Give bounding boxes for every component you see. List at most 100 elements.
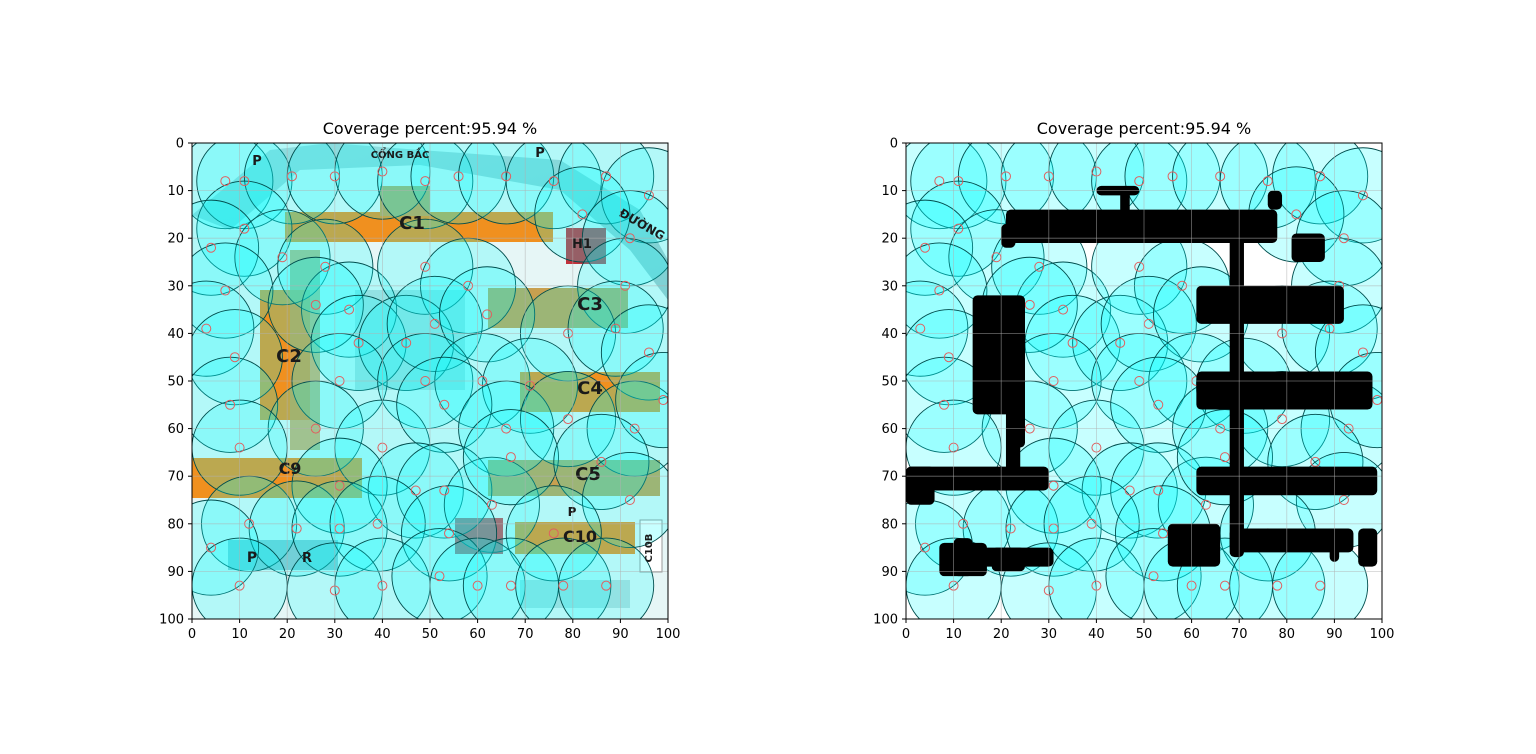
x-tick-label: 40 (374, 627, 391, 642)
obstacle-block (1205, 228, 1235, 243)
x-tick-label: 90 (1326, 627, 1343, 642)
sensor-center-marker (486, 499, 497, 510)
sensor-center-marker (1215, 171, 1226, 182)
y-tick-label: 40 (167, 327, 184, 342)
obstacle-block (1291, 233, 1325, 262)
sensor-center-marker (548, 528, 559, 539)
left-grid (191, 142, 669, 620)
sensor-center-marker (577, 209, 588, 220)
sensor-center-marker (206, 542, 217, 553)
obstacle-block (1267, 190, 1283, 210)
obstacle-block (1167, 523, 1221, 567)
right-coverage-plot: Coverage percent:95.94 % 0 10 20 30 40 50 60 70… (873, 119, 1394, 643)
x-tick-label: 20 (993, 627, 1010, 642)
map-label: C9 (279, 459, 302, 478)
x-tick-label: 90 (612, 627, 629, 642)
obstacle-block (953, 538, 973, 577)
sensor-center-marker (1024, 299, 1035, 310)
left-axes: 0 10 20 30 40 50 60 70 80 90 100 0 10 20 30 40 50 60 70 80 9… (159, 137, 680, 643)
sensor-center-marker (1200, 499, 1211, 510)
sensor-coverage-circle (192, 280, 255, 377)
obstacle-block (1196, 371, 1373, 410)
sensor-center-marker (353, 337, 364, 348)
x-tick-label: 30 (1041, 627, 1058, 642)
sensor-center-marker (410, 485, 421, 496)
sensor-center-marker (444, 528, 455, 539)
x-tick-label: 50 (1136, 627, 1153, 642)
sensor-coverage-circle (391, 528, 488, 619)
sensor-center-marker (939, 399, 950, 410)
sensor-center-marker (1338, 495, 1349, 505)
y-tick-label: 10 (881, 184, 898, 199)
map-label: C4 (577, 378, 603, 399)
sensor-center-marker (501, 171, 512, 182)
y-tick-label: 30 (167, 279, 184, 294)
south-block (520, 580, 630, 608)
y-tick-label: 50 (167, 375, 184, 390)
y-tick-label: 50 (881, 375, 898, 390)
sensor-coverage-circle (1314, 147, 1382, 244)
sensor-coverage-circle (1272, 143, 1369, 225)
x-tick-label: 80 (1279, 627, 1296, 642)
sensor-coverage-circle (439, 266, 536, 363)
y-tick-label: 70 (881, 470, 898, 485)
x-tick-label: 100 (1370, 627, 1395, 642)
sensor-coverage-circle (386, 275, 483, 372)
sensor-center-marker (558, 580, 569, 591)
sensor-coverage-circle (1100, 275, 1197, 372)
sensor-center-marker (1124, 485, 1135, 496)
map-label: P (252, 154, 262, 169)
obstacle-block (1358, 528, 1378, 567)
map-label: C10 (563, 527, 597, 546)
sensor-center-marker (1219, 580, 1230, 591)
x-tick-label: 70 (1231, 627, 1248, 642)
sensor-coverage-circle (277, 218, 374, 315)
sensor-center-marker (920, 542, 931, 553)
sensor-center-marker (206, 242, 217, 253)
y-tick-label: 60 (167, 422, 184, 437)
obstacle-block (906, 466, 1049, 491)
map-label: C5 (575, 464, 601, 485)
sensor-center-marker (1115, 337, 1126, 348)
y-tick-label: 70 (167, 470, 184, 485)
sensor-center-marker (344, 304, 355, 315)
obstacle-block (1096, 228, 1125, 243)
x-tick-label: 50 (422, 627, 439, 642)
sensor-center-marker (1315, 171, 1326, 182)
map-label: P (535, 146, 545, 161)
sensor-center-marker (548, 176, 559, 187)
y-tick-label: 30 (881, 279, 898, 294)
obstacle-block (1120, 185, 1130, 215)
y-tick-label: 10 (167, 184, 184, 199)
building-c1 (285, 212, 553, 242)
sensor-center-marker (601, 580, 612, 591)
x-tick-label: 100 (656, 627, 681, 642)
map-label: P (568, 505, 577, 519)
map-label: R (302, 551, 312, 566)
left-sensor-layer (192, 143, 668, 619)
sensor-coverage-circle (234, 209, 331, 306)
sensor-center-marker (1310, 456, 1321, 467)
left-coverage-plot: Coverage percent:95.94 % (159, 119, 680, 643)
sensor-center-marker (401, 337, 412, 348)
y-tick-label: 100 (159, 613, 184, 628)
y-tick-label: 90 (167, 565, 184, 580)
building-c10 (515, 522, 635, 554)
sensor-center-marker (453, 171, 464, 182)
obstacle-block (1196, 285, 1344, 324)
sensor-center-marker (1291, 209, 1302, 220)
sensor-center-marker (439, 399, 450, 410)
right-axes: 0 10 20 30 40 50 60 70 80 90 100 0 10 20 30 40 50 60 70 80 9… (873, 137, 1394, 643)
sensor-center-marker (439, 485, 450, 496)
x-tick-label: 70 (517, 627, 534, 642)
sensor-coverage-circle (519, 371, 617, 468)
sensor-coverage-circle (443, 456, 540, 553)
sensor-coverage-circle (906, 143, 988, 230)
sensor-center-marker (1067, 337, 1078, 348)
map-label: C2 (276, 346, 302, 367)
sensor-center-marker (1272, 580, 1283, 591)
obstacle-block (1001, 223, 1016, 248)
sensor-center-marker (1219, 452, 1230, 463)
sensor-coverage-circle (192, 242, 274, 339)
sensor-coverage-circle (396, 442, 493, 539)
